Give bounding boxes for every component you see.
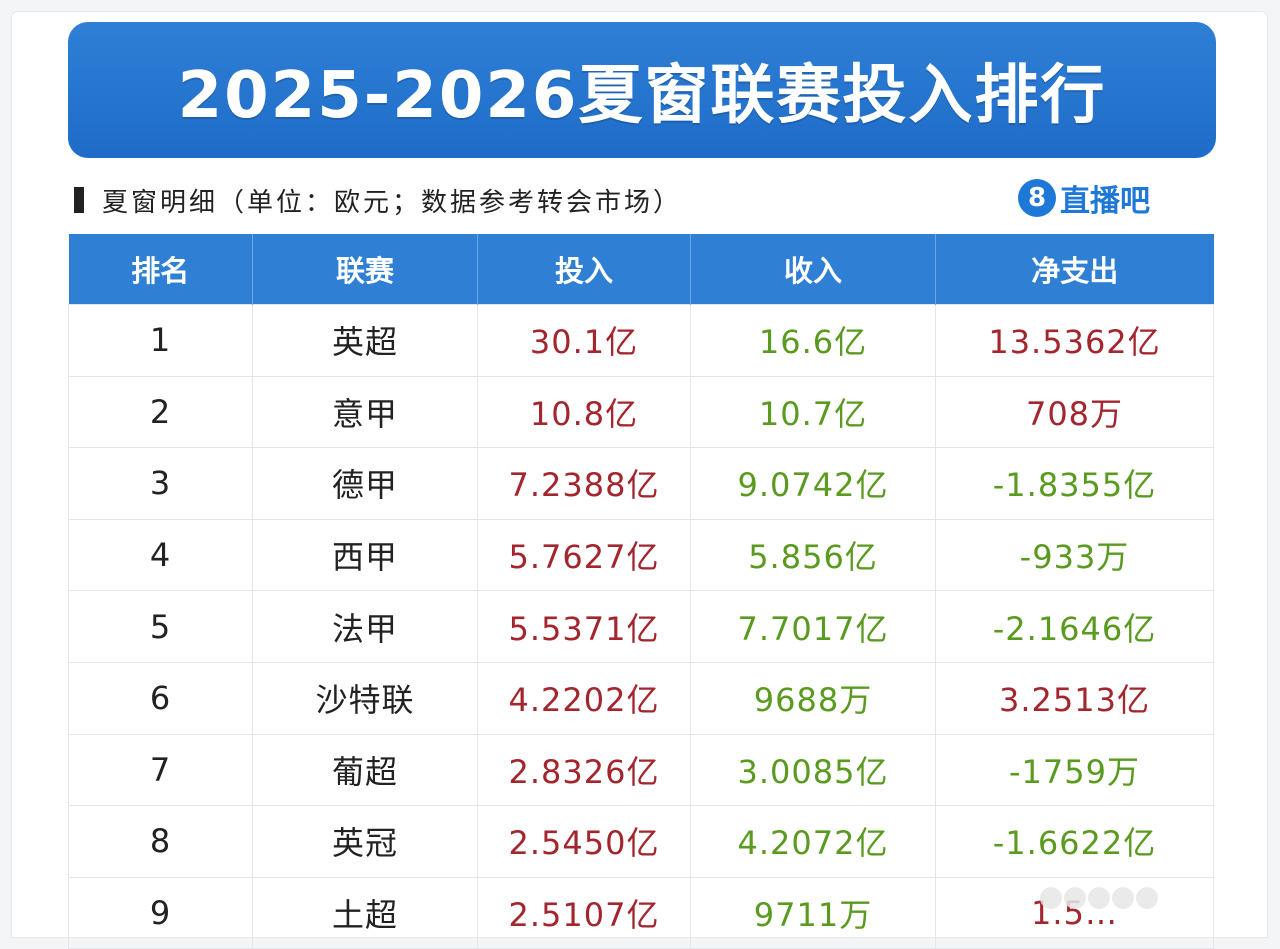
logo-badge-icon: 8	[1018, 179, 1056, 217]
page-title: 2025-2026夏窗联赛投入排行	[177, 59, 1107, 133]
income-cell: 3.0085亿	[690, 733, 936, 807]
rank-cell: 1	[68, 304, 253, 377]
subtitle: 夏窗明细（单位：欧元；数据参考转会市场）	[102, 187, 683, 218]
income-cell: 10.7亿	[690, 375, 936, 449]
net-cell: 13.5362亿	[935, 304, 1214, 377]
league-cell: 意甲	[252, 375, 478, 449]
spend-cell: 5.5371亿	[477, 590, 691, 663]
income-cell: 5.856亿	[690, 518, 936, 592]
spend-cell: 2.5450亿	[477, 805, 691, 878]
header-rank: 排名	[68, 234, 253, 305]
net-cell: -2.1646亿	[935, 590, 1214, 663]
spend-cell: 7.2388亿	[477, 447, 691, 520]
header-spend: 投入	[477, 234, 691, 305]
table-header-row: 排名 联赛 投入 收入 净支出	[68, 234, 1214, 305]
net-cell: 3.2513亿	[935, 661, 1214, 735]
rank-cell: 8	[68, 805, 253, 878]
league-cell: 葡超	[252, 733, 478, 807]
spend-cell: 30.1亿	[477, 304, 691, 377]
table-row: 8 英冠 2.5450亿 4.2072亿 -1.6622亿	[68, 805, 1214, 878]
league-cell: 德甲	[252, 447, 478, 520]
table-row: 6 沙特联 4.2202亿 9688万 3.2513亿	[68, 661, 1214, 735]
net-cell: -1.6622亿	[935, 805, 1214, 878]
table-row: 1 英超 30.1亿 16.6亿 13.5362亿	[68, 304, 1214, 377]
league-cell: 法甲	[252, 590, 478, 663]
subtitle-row: 夏窗明细（单位：欧元；数据参考转会市场）	[74, 182, 682, 218]
watermark-dot	[1112, 887, 1134, 909]
ranking-table: 排名 联赛 投入 收入 净支出 1 英超 30.1亿 16.6亿 13.5362亿 2 意甲…	[68, 234, 1214, 949]
net-cell: -1759万	[935, 733, 1214, 807]
spend-cell: 2.5107亿	[477, 876, 691, 949]
title-banner: 2025-2026夏窗联赛投入排行	[68, 22, 1216, 158]
header-league: 联赛	[252, 234, 478, 305]
spend-cell: 10.8亿	[477, 375, 691, 449]
net-cell: -933万	[935, 518, 1214, 592]
spend-cell: 2.8326亿	[477, 733, 691, 807]
rank-cell: 7	[68, 733, 253, 807]
watermark	[1040, 880, 1210, 916]
net-cell: 708万	[935, 375, 1214, 449]
league-cell: 土超	[252, 876, 478, 949]
table-row: 2 意甲 10.8亿 10.7亿 708万	[68, 375, 1214, 449]
income-cell: 9.0742亿	[690, 447, 936, 520]
league-cell: 英超	[252, 304, 478, 377]
logo-text: 直播吧	[1060, 184, 1150, 219]
watermark-dot	[1064, 887, 1086, 909]
header-income: 收入	[690, 234, 936, 305]
income-cell: 16.6亿	[690, 304, 936, 377]
rank-cell: 9	[68, 876, 253, 949]
income-cell: 7.7017亿	[690, 590, 936, 663]
league-cell: 英冠	[252, 805, 478, 878]
income-cell: 9688万	[690, 661, 936, 735]
subtitle-marker	[74, 187, 84, 213]
table-row: 3 德甲 7.2388亿 9.0742亿 -1.8355亿	[68, 447, 1214, 520]
rank-cell: 4	[68, 518, 253, 592]
zhibo8-logo: 8 直播吧	[1018, 178, 1150, 219]
table-row: 7 葡超 2.8326亿 3.0085亿 -1759万	[68, 733, 1214, 807]
table-row: 4 西甲 5.7627亿 5.856亿 -933万	[68, 518, 1214, 592]
header-net: 净支出	[935, 234, 1214, 305]
league-cell: 西甲	[252, 518, 478, 592]
watermark-dot	[1040, 887, 1062, 909]
rank-cell: 3	[68, 447, 253, 520]
spend-cell: 4.2202亿	[477, 661, 691, 735]
watermark-dot	[1088, 887, 1110, 909]
spend-cell: 5.7627亿	[477, 518, 691, 592]
income-cell: 9711万	[690, 876, 936, 949]
net-cell: -1.8355亿	[935, 447, 1214, 520]
watermark-dot	[1136, 887, 1158, 909]
rank-cell: 5	[68, 590, 253, 663]
table-row: 5 法甲 5.5371亿 7.7017亿 -2.1646亿	[68, 590, 1214, 663]
income-cell: 4.2072亿	[690, 805, 936, 878]
league-cell: 沙特联	[252, 661, 478, 735]
rank-cell: 6	[68, 661, 253, 735]
rank-cell: 2	[68, 375, 253, 449]
